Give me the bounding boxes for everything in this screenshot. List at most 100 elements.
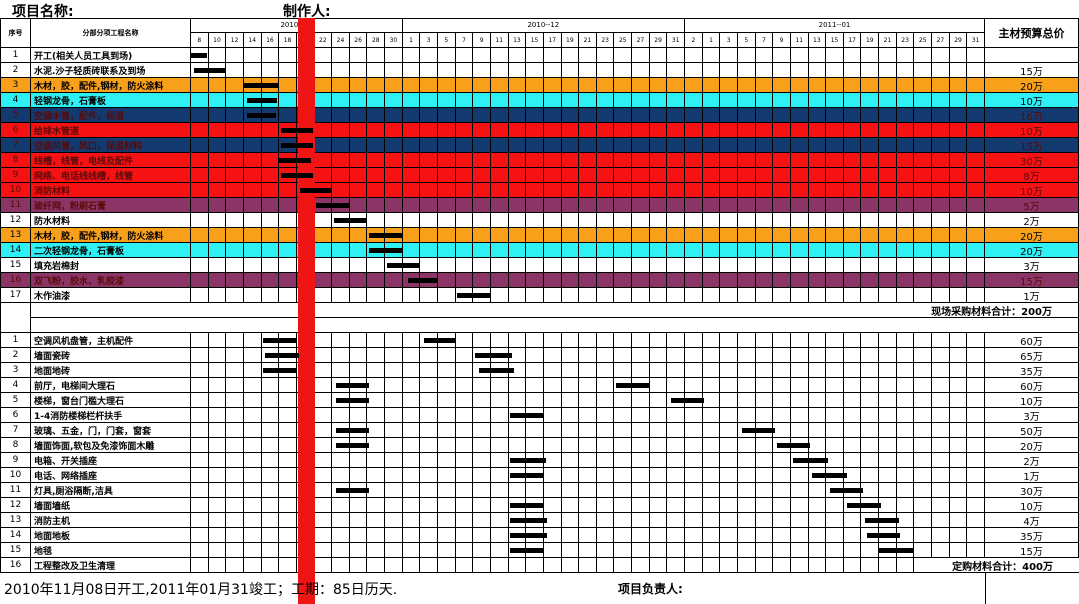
day-cell[interactable] <box>685 108 703 123</box>
day-cell[interactable] <box>967 108 985 123</box>
day-cell[interactable] <box>843 333 862 348</box>
day-cell[interactable] <box>332 468 350 483</box>
day-cell[interactable] <box>208 378 227 393</box>
day-cell[interactable] <box>614 273 633 288</box>
day-cell[interactable] <box>843 273 862 288</box>
day-cell[interactable] <box>490 213 509 228</box>
day-cell[interactable] <box>755 213 774 228</box>
day-cell[interactable] <box>543 228 562 243</box>
day-cell[interactable] <box>720 408 738 423</box>
day-cell[interactable] <box>685 213 703 228</box>
day-cell[interactable] <box>932 63 950 78</box>
day-cell[interactable] <box>702 273 721 288</box>
day-cell[interactable] <box>208 153 227 168</box>
day-cell[interactable] <box>420 48 439 63</box>
day-cell[interactable] <box>349 333 368 348</box>
day-cell[interactable] <box>561 378 580 393</box>
day-cell[interactable] <box>596 138 615 153</box>
day-cell[interactable] <box>649 288 668 303</box>
day-cell[interactable] <box>773 408 791 423</box>
day-cell[interactable] <box>420 183 439 198</box>
day-cell[interactable] <box>773 498 791 513</box>
day-cell[interactable] <box>226 498 244 513</box>
day-cell[interactable] <box>755 93 774 108</box>
schedule-bar[interactable] <box>280 143 313 148</box>
day-cell[interactable] <box>508 288 527 303</box>
day-cell[interactable] <box>261 123 280 138</box>
day-cell[interactable] <box>737 363 756 378</box>
day-cell[interactable] <box>649 228 668 243</box>
day-cell[interactable] <box>773 528 791 543</box>
day-cell[interactable] <box>208 123 227 138</box>
day-cell[interactable] <box>420 363 439 378</box>
day-cell[interactable] <box>720 333 738 348</box>
day-cell[interactable] <box>737 93 756 108</box>
day-cell[interactable] <box>561 108 580 123</box>
day-cell[interactable] <box>191 483 209 498</box>
day-cell[interactable] <box>455 63 474 78</box>
day-cell[interactable] <box>455 393 474 408</box>
day-cell[interactable] <box>402 483 421 498</box>
day-cell[interactable] <box>208 168 227 183</box>
day-cell[interactable] <box>526 243 544 258</box>
day-cell[interactable] <box>720 138 738 153</box>
day-cell[interactable] <box>332 258 350 273</box>
day-cell[interactable] <box>808 423 827 438</box>
day-cell[interactable] <box>932 213 950 228</box>
day-cell[interactable] <box>932 423 950 438</box>
day-cell[interactable] <box>420 153 439 168</box>
day-cell[interactable] <box>596 513 615 528</box>
day-cell[interactable] <box>914 258 933 273</box>
day-cell[interactable] <box>896 48 915 63</box>
day-cell[interactable] <box>932 48 950 63</box>
day-cell[interactable] <box>879 333 897 348</box>
day-cell[interactable] <box>226 138 244 153</box>
day-cell[interactable] <box>243 153 262 168</box>
day-cell[interactable] <box>473 438 491 453</box>
day-cell[interactable] <box>420 558 439 573</box>
day-cell[interactable] <box>508 183 527 198</box>
day-cell[interactable] <box>720 468 738 483</box>
day-cell[interactable] <box>261 288 280 303</box>
day-cell[interactable] <box>808 498 827 513</box>
day-cell[interactable] <box>332 543 350 558</box>
day-cell[interactable] <box>826 63 844 78</box>
day-cell[interactable] <box>402 93 421 108</box>
day-cell[interactable] <box>402 153 421 168</box>
day-cell[interactable] <box>508 363 527 378</box>
day-cell[interactable] <box>949 198 968 213</box>
day-cell[interactable] <box>367 348 386 363</box>
day-cell[interactable] <box>226 198 244 213</box>
day-cell[interactable] <box>243 288 262 303</box>
day-cell[interactable] <box>667 78 686 93</box>
day-cell[interactable] <box>614 228 633 243</box>
day-cell[interactable] <box>208 543 227 558</box>
day-cell[interactable] <box>579 543 597 558</box>
day-cell[interactable] <box>632 363 650 378</box>
day-cell[interactable] <box>737 63 756 78</box>
day-cell[interactable] <box>632 138 650 153</box>
schedule-bar[interactable] <box>423 338 456 343</box>
day-cell[interactable] <box>879 63 897 78</box>
day-cell[interactable] <box>702 333 721 348</box>
day-cell[interactable] <box>843 198 862 213</box>
day-cell[interactable] <box>720 423 738 438</box>
day-cell[interactable] <box>579 168 597 183</box>
day-cell[interactable] <box>790 93 809 108</box>
day-cell[interactable] <box>561 483 580 498</box>
day-cell[interactable] <box>332 333 350 348</box>
day-cell[interactable] <box>385 168 403 183</box>
day-cell[interactable] <box>349 468 368 483</box>
day-cell[interactable] <box>367 453 386 468</box>
day-cell[interactable] <box>667 363 686 378</box>
day-cell[interactable] <box>967 123 985 138</box>
day-cell[interactable] <box>861 153 880 168</box>
day-cell[interactable] <box>191 228 209 243</box>
day-cell[interactable] <box>614 258 633 273</box>
schedule-bar[interactable] <box>510 503 544 508</box>
day-cell[interactable] <box>349 498 368 513</box>
day-cell[interactable] <box>226 63 244 78</box>
day-cell[interactable] <box>349 198 368 213</box>
day-cell[interactable] <box>914 453 933 468</box>
day-cell[interactable] <box>543 408 562 423</box>
